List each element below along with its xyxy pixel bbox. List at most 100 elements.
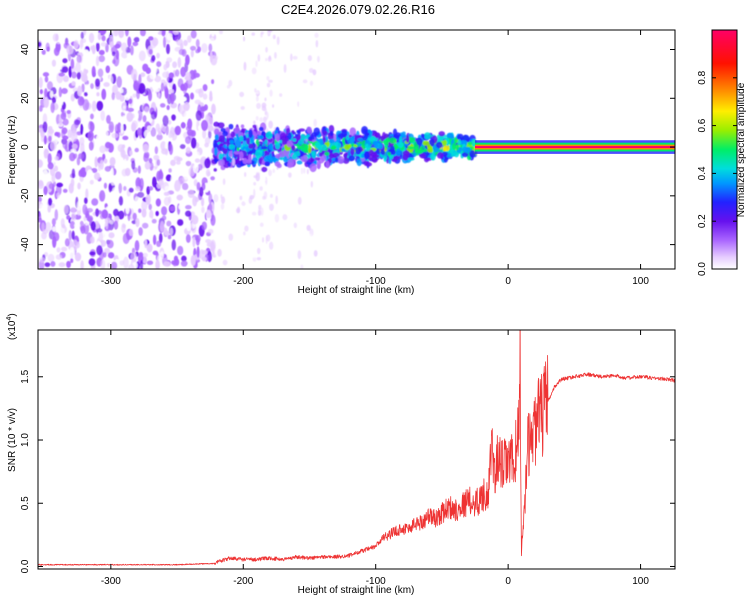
spectrogram-cell xyxy=(442,139,448,146)
spectrogram-cell xyxy=(54,171,62,180)
spectrogram-cell xyxy=(260,146,268,150)
spectrogram-cell xyxy=(226,84,231,89)
spectrogram-cell xyxy=(204,137,211,145)
spectrogram-cell xyxy=(96,100,104,111)
spectrogram-cell xyxy=(66,215,71,220)
spectrogram-cell xyxy=(134,147,139,153)
spectrogram-cell xyxy=(61,127,68,135)
x-tick-label: 100 xyxy=(632,576,649,587)
spectrogram-cell xyxy=(231,253,236,258)
spectrogram-cell xyxy=(455,144,460,151)
spectrogram-cell xyxy=(104,130,109,138)
spectrogram-cell xyxy=(256,247,261,255)
spectrogram-cell xyxy=(469,150,476,158)
spectrogram-cell xyxy=(190,30,197,39)
spectrogram-cell xyxy=(119,88,124,94)
spectrogram-cell xyxy=(407,157,415,161)
spectrogram-cell xyxy=(261,237,265,243)
spectrogram-cell xyxy=(347,137,355,145)
spectrogram-cell xyxy=(48,183,55,190)
spectrogram-cell xyxy=(105,65,111,74)
spectrogram-cell xyxy=(258,156,263,165)
spectrogram-cell xyxy=(315,39,319,48)
spectrogram-cell xyxy=(243,36,246,42)
spectrogram-cell xyxy=(70,58,75,69)
spectrogram-cell xyxy=(266,39,271,47)
spectrogram-cell xyxy=(111,261,118,269)
spectrogram-cell xyxy=(435,141,443,149)
spectrogram-cell xyxy=(96,228,103,233)
spectrogram-cell xyxy=(171,211,176,221)
spectrogram-cell xyxy=(140,259,144,269)
spectrogram-cell xyxy=(88,141,94,151)
spectrogram-cell xyxy=(277,190,280,196)
spectrogram-cell xyxy=(143,129,151,139)
spectrogram-cell xyxy=(365,143,369,149)
spectrogram-cell xyxy=(182,182,189,191)
spectrogram-cell xyxy=(187,35,192,43)
spectrogram-cell xyxy=(142,115,147,123)
spectrogram-cell xyxy=(85,210,90,217)
spectrogram-cell xyxy=(201,206,205,214)
spectrogram-cell xyxy=(170,174,176,186)
spectrogram-cell xyxy=(300,264,304,269)
spectrogram-cell xyxy=(255,116,259,121)
spectrogram-cell xyxy=(152,234,157,246)
colorbar-tick-label: 0.8 xyxy=(697,70,708,84)
spectrogram-cell xyxy=(203,104,209,111)
spectrogram-cell xyxy=(51,173,56,183)
spectrogram-cell xyxy=(266,76,270,81)
y-tick-label: 0 xyxy=(20,144,31,150)
spectrogram-cell xyxy=(148,186,154,191)
spectrogram-cell xyxy=(50,73,57,79)
spectrogram-cell xyxy=(154,146,159,155)
spectrogram-cell xyxy=(231,157,236,166)
spectrogram-cell xyxy=(309,80,314,86)
spectrogram-cell xyxy=(316,262,320,269)
snr-frame xyxy=(37,329,676,570)
spectrogram-cell xyxy=(142,143,149,153)
spectrogram-cell xyxy=(171,239,176,251)
spectrogram-cell xyxy=(240,161,244,167)
spectrogram-cell xyxy=(166,32,173,41)
spectrogram-cell xyxy=(127,107,134,112)
spectrogram-cell xyxy=(117,210,125,220)
spectrogram-cell xyxy=(122,105,127,114)
spectrogram-cell xyxy=(302,111,308,115)
spectrogram-cell xyxy=(192,163,199,174)
spectrogram-cell xyxy=(293,222,297,229)
spectrogram-cell xyxy=(314,32,319,38)
spectrogram-cell xyxy=(61,246,68,252)
spectrogram-cell xyxy=(96,244,103,256)
spectrogram-cell xyxy=(161,206,168,216)
carrier-peak xyxy=(475,146,675,149)
spectrogram-cell xyxy=(307,70,310,78)
spectrogram-cell xyxy=(268,120,273,129)
spectrogram-cell xyxy=(38,196,42,203)
spectrogram-cell xyxy=(183,92,190,105)
spectrogram-cell xyxy=(108,121,115,133)
spectrogram-cell xyxy=(86,264,91,269)
spectrogram-cell xyxy=(121,223,126,233)
spectrogram-cell xyxy=(213,168,217,172)
spectrogram-cell xyxy=(197,163,203,171)
spectrogram-cell xyxy=(51,218,56,226)
spectrogram-cell xyxy=(131,160,136,170)
spectrogram-cell xyxy=(170,159,176,166)
spectrogram-cell xyxy=(229,139,234,144)
spectrogram-cell xyxy=(213,139,217,149)
spectrogram-cell xyxy=(152,250,159,256)
spectrogram-cell xyxy=(42,121,48,133)
spectrogram-cell xyxy=(107,239,114,249)
spectrogram-cell xyxy=(109,156,116,167)
spectrogram-cell xyxy=(256,181,260,189)
spectrogram-cell xyxy=(38,181,44,189)
spectrogram-cell xyxy=(90,236,95,244)
spectrogram-cell xyxy=(213,194,219,203)
spectrogram-cell xyxy=(185,54,190,66)
spectrogram-cell xyxy=(193,72,201,78)
spectrogram-cell xyxy=(265,229,268,237)
spectrogram-cell xyxy=(201,43,208,53)
spectrogram-cell xyxy=(114,30,118,37)
